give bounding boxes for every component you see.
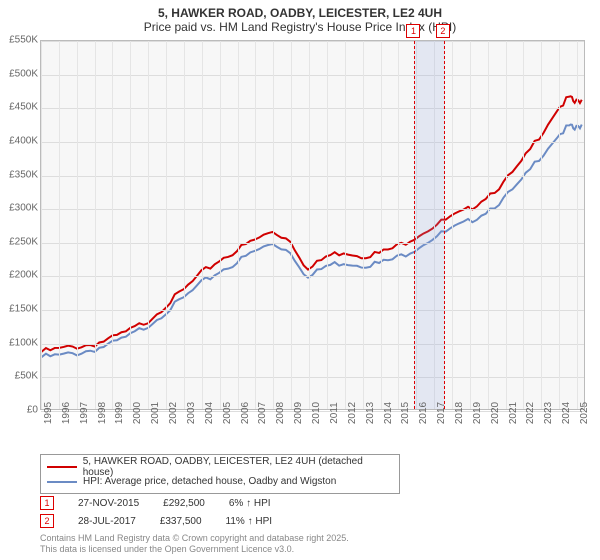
x-tick-label: 2004 (204, 402, 215, 424)
x-tick-label: 1999 (114, 402, 125, 424)
sale-marker-line (414, 41, 415, 409)
sales-table: 1 27-NOV-2015 £292,500 6% ↑ HPI 2 28-JUL… (40, 494, 272, 530)
legend-label: HPI: Average price, detached house, Oadb… (83, 476, 336, 487)
footnote: Contains HM Land Registry data © Crown c… (40, 533, 349, 555)
x-tick-label: 2019 (472, 402, 483, 424)
x-tick-label: 2022 (525, 402, 536, 424)
x-tick-label: 2002 (168, 402, 179, 424)
x-tick-label: 2018 (454, 402, 465, 424)
x-tick-label: 1996 (61, 402, 72, 424)
y-tick-label: £550K (9, 35, 38, 46)
x-tick-label: 2010 (311, 402, 322, 424)
sale-delta: 6% ↑ HPI (229, 498, 271, 509)
x-tick-label: 1995 (43, 402, 54, 424)
sale-delta: 11% ↑ HPI (226, 516, 273, 527)
x-tick-label: 2025 (579, 402, 590, 424)
footnote-line: Contains HM Land Registry data © Crown c… (40, 533, 349, 544)
y-tick-label: £450K (9, 102, 38, 113)
x-tick-label: 2013 (365, 402, 376, 424)
sales-row: 2 28-JUL-2017 £337,500 11% ↑ HPI (40, 512, 272, 530)
footnote-line: This data is licensed under the Open Gov… (40, 544, 349, 555)
y-tick-label: £50K (15, 371, 38, 382)
y-tick-label: £350K (9, 169, 38, 180)
series-line-hpi (41, 125, 581, 358)
sale-date: 27-NOV-2015 (78, 498, 139, 509)
legend-swatch (47, 466, 77, 468)
x-tick-label: 2012 (347, 402, 358, 424)
sales-row: 1 27-NOV-2015 £292,500 6% ↑ HPI (40, 494, 272, 512)
x-tick-label: 2008 (275, 402, 286, 424)
x-tick-label: 2006 (240, 402, 251, 424)
sale-price: £337,500 (160, 516, 202, 527)
y-tick-label: £0 (27, 405, 38, 416)
x-tick-label: 2000 (132, 402, 143, 424)
series-line-price_paid (41, 96, 581, 352)
x-tick-label: 2021 (508, 402, 519, 424)
plot-area (40, 40, 585, 410)
sale-marker-icon: 2 (40, 514, 54, 528)
legend-label: 5, HAWKER ROAD, OADBY, LEICESTER, LE2 4U… (83, 456, 393, 478)
y-tick-label: £500K (9, 68, 38, 79)
chart-title: 5, HAWKER ROAD, OADBY, LEICESTER, LE2 4U… (0, 6, 600, 20)
y-tick-label: £300K (9, 203, 38, 214)
y-tick-label: £200K (9, 270, 38, 281)
chart-svg (41, 41, 584, 409)
x-tick-label: 2009 (293, 402, 304, 424)
legend-row: 5, HAWKER ROAD, OADBY, LEICESTER, LE2 4U… (47, 459, 393, 474)
legend: 5, HAWKER ROAD, OADBY, LEICESTER, LE2 4U… (40, 454, 400, 494)
chart-subtitle: Price paid vs. HM Land Registry's House … (0, 20, 600, 34)
x-tick-label: 2017 (436, 402, 447, 424)
x-tick-label: 2011 (329, 402, 340, 424)
x-tick-label: 2016 (418, 402, 429, 424)
x-tick-label: 2001 (150, 402, 161, 424)
x-tick-label: 2020 (490, 402, 501, 424)
sale-marker-box: 2 (436, 24, 450, 38)
y-tick-label: £100K (9, 337, 38, 348)
sale-price: £292,500 (163, 498, 205, 509)
sale-marker-box: 1 (406, 24, 420, 38)
x-tick-label: 2024 (561, 402, 572, 424)
sale-marker-line (444, 41, 445, 409)
x-tick-label: 1998 (97, 402, 108, 424)
title-block: 5, HAWKER ROAD, OADBY, LEICESTER, LE2 4U… (0, 0, 600, 34)
x-tick-label: 2014 (383, 402, 394, 424)
chart-container: 5, HAWKER ROAD, OADBY, LEICESTER, LE2 4U… (0, 0, 600, 560)
x-tick-label: 2007 (257, 402, 268, 424)
legend-swatch (47, 481, 77, 483)
x-tick-label: 2005 (222, 402, 233, 424)
y-tick-label: £400K (9, 135, 38, 146)
x-tick-label: 2003 (186, 402, 197, 424)
highlight-band (414, 41, 444, 409)
sale-date: 28-JUL-2017 (78, 516, 136, 527)
x-tick-label: 1997 (79, 402, 90, 424)
sale-marker-icon: 1 (40, 496, 54, 510)
y-tick-label: £150K (9, 304, 38, 315)
x-tick-label: 2023 (543, 402, 554, 424)
y-tick-label: £250K (9, 236, 38, 247)
x-tick-label: 2015 (400, 402, 411, 424)
